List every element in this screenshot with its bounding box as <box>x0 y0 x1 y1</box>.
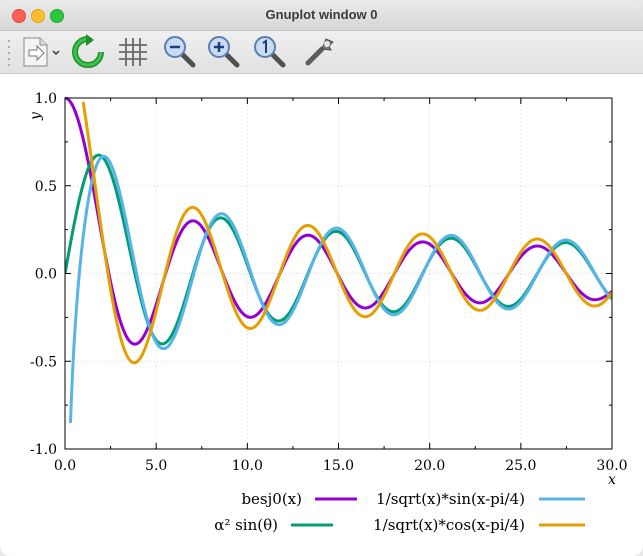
zoom-in-button[interactable] <box>206 34 242 70</box>
zoom-reset-button[interactable] <box>252 34 288 70</box>
close-window-button[interactable] <box>12 9 26 23</box>
axis-labels: xy <box>28 111 616 488</box>
export-icon <box>23 37 60 67</box>
grid-button[interactable] <box>115 34 151 70</box>
zoom-out-icon <box>164 36 196 68</box>
legend-label: α² sin(θ) <box>214 516 278 534</box>
y-axis-label: y <box>28 111 44 121</box>
plot-area[interactable]: 0.0 5.0 10.0 15.0 20.0 25.0 30.0 1.0 0.5 0.0 -0.5 -… <box>0 74 643 556</box>
export-button[interactable] <box>18 34 64 70</box>
series-line <box>81 101 612 365</box>
x-tick-label: 5.0 <box>145 458 167 474</box>
plot-canvas[interactable]: 0.0 5.0 10.0 15.0 20.0 25.0 30.0 1.0 0.5 0.0 -0.5 -… <box>0 74 643 556</box>
x-tick-label: 30.0 <box>596 458 627 474</box>
legend-label: 1/sqrt(x)*sin(x-pi/4) <box>376 490 525 508</box>
x-tick-label: 25.0 <box>505 458 536 474</box>
zoom-in-icon <box>208 36 240 68</box>
y-tick-label: -1.0 <box>30 442 57 458</box>
x-axis-label: x <box>608 472 616 488</box>
y-tick-label: 1.0 <box>35 91 57 107</box>
zoom-out-button[interactable] <box>162 34 198 70</box>
x-tick-label: 15.0 <box>323 458 354 474</box>
ticks: 0.0 5.0 10.0 15.0 20.0 25.0 30.0 1.0 0.5 0.0 -0.5 -… <box>30 91 628 474</box>
x-tick-label: 20.0 <box>414 458 445 474</box>
curves <box>65 97 612 424</box>
x-tick-label: 10.0 <box>232 458 263 474</box>
legend-label: besj0(x) <box>241 490 302 508</box>
y-tick-label: 0.0 <box>35 267 57 283</box>
window-title: Gnuplot window 0 <box>265 7 378 22</box>
toolbar <box>0 31 643 74</box>
replot-button[interactable] <box>70 34 106 70</box>
zoom-reset-icon <box>254 36 286 68</box>
settings-button[interactable] <box>300 34 336 70</box>
y-tick-label: 0.5 <box>35 179 57 195</box>
minimize-window-button[interactable] <box>31 9 45 23</box>
zoom-window-button[interactable] <box>50 9 64 23</box>
x-tick-label: 0.0 <box>54 458 76 474</box>
series-line <box>68 154 612 424</box>
replot-icon <box>72 34 104 68</box>
title-bar[interactable]: Gnuplot window 0 <box>0 0 643 31</box>
grid-icon <box>119 38 147 66</box>
legend-label: 1/sqrt(x)*cos(x-pi/4) <box>373 516 525 534</box>
toolbar-grip <box>8 40 10 66</box>
settings-icon <box>305 38 334 66</box>
legend: besj0(x) α² sin(θ) 1/sqrt(x)*sin(x-pi/4) 1/… <box>214 490 585 534</box>
y-tick-label: -0.5 <box>30 354 57 370</box>
